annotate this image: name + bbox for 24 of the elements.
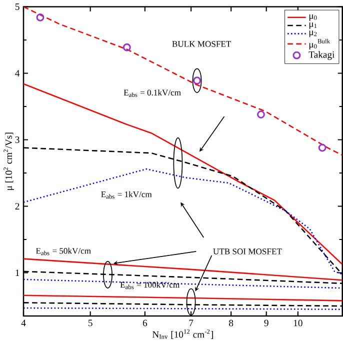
- x-tick-label: 10: [294, 320, 302, 327]
- y-tick-label: 3: [15, 136, 20, 144]
- x-axis-title: N$_{Inv}$ [10$^{12}$ cm$^{-2}$]: [152, 330, 213, 340]
- annotation: BULK MOSFET: [172, 41, 232, 48]
- x-tick-label: 6: [142, 320, 148, 326]
- annotation: E$_{abs}$ = 0.1kV/cm: [124, 90, 181, 98]
- x-tick-label: 5: [88, 320, 92, 326]
- x-tick-label: 4: [21, 320, 26, 326]
- y-tick-label: 2: [15, 203, 20, 210]
- legend-label: μ$_{1}$: [309, 22, 317, 30]
- legend-label: μ$_{0}$: [309, 14, 317, 22]
- legend-label: Takagi: [308, 51, 335, 60]
- legend-label: μ$_{2}$: [309, 30, 317, 38]
- y-tick-label: 5: [15, 4, 20, 10]
- annotation: E$_{abs}$ = 1kV/cm: [101, 191, 152, 199]
- x-tick-label: 7: [189, 320, 194, 326]
- y-tick-label: 1: [16, 270, 20, 276]
- annotation: UTB SOI MOSFET: [213, 248, 282, 255]
- annotation: E$_{abs}$ = 50kV/cm: [36, 248, 91, 256]
- y-tick-label: 4: [15, 70, 20, 77]
- annotation: E$_{abs}$ = 100kV/cm: [120, 282, 180, 290]
- x-tick-label: 8: [229, 320, 234, 327]
- y-axis-title: μ [10$^{2}$ cm$^{2}$/Vs]: [4, 132, 14, 190]
- x-tick-label: 9: [264, 320, 268, 326]
